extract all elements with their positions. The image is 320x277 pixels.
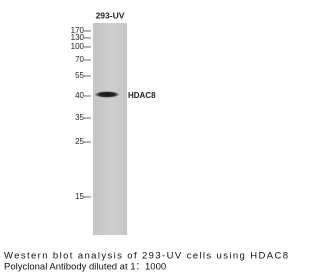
western-blot-figure: 293-UV HDAC8 170 130 100 70 55 40 35 25 … xyxy=(0,0,292,277)
marker-label: 15 xyxy=(75,192,84,201)
marker-label: 25 xyxy=(75,137,84,146)
marker-label: 70 xyxy=(75,55,84,64)
lane-label: 293-UV xyxy=(96,10,125,20)
marker-ladder: 170 130 100 70 55 40 35 25 15 xyxy=(71,26,91,201)
caption-line: Polyclonal Antibody diluted at 1：1000 xyxy=(4,262,166,273)
band-label: HDAC8 xyxy=(128,91,156,100)
marker-label: 40 xyxy=(75,91,84,100)
page: {"lane_label": "293-UV", "markers": ["17… xyxy=(0,0,292,277)
marker-label: 130 xyxy=(71,33,85,42)
marker-label: 100 xyxy=(71,42,85,51)
lane xyxy=(93,23,127,235)
protein-band xyxy=(95,91,119,97)
caption-line: Western blot analysis of 293-UV cells us… xyxy=(4,251,288,262)
marker-label: 35 xyxy=(75,113,84,122)
marker-label: 55 xyxy=(75,71,84,80)
